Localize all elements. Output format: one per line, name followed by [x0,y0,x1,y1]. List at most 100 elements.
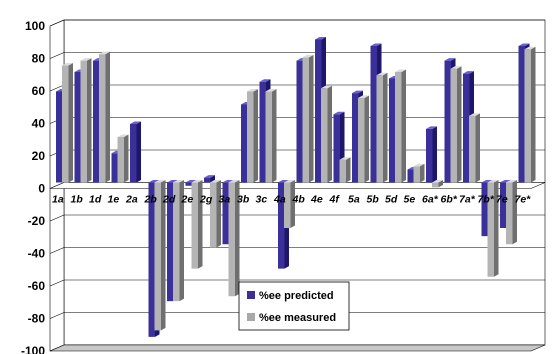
x-tick-label: 3a [219,194,231,206]
bar-measured-side [87,58,92,183]
bar-measured-front [432,182,439,188]
x-tick-label: 7e* [515,194,532,206]
bar-measured [173,180,184,302]
bar-predicted-front [444,60,451,183]
bar-measured-front [80,60,87,183]
bar-measured [80,58,92,183]
bar-predicted-front [130,124,137,183]
bar-predicted-top [204,175,215,178]
bar-predicted-top [426,126,437,129]
bar-measured-side [309,54,314,183]
y-tick-label: 20 [32,149,46,163]
bar-measured [228,180,240,297]
bar-predicted-top [352,90,363,94]
bar-measured-side [124,134,129,183]
bar-measured-top [395,69,406,72]
bar-measured-front [154,182,161,331]
bar-predicted-side [210,175,215,183]
bar-measured-side [457,66,462,183]
bar-measured-top [321,85,332,89]
bar-predicted-side [136,121,141,183]
bar-measured-front [117,137,124,183]
bar-predicted-top [278,180,289,183]
bar-predicted-front [74,72,81,183]
bar-measured-side [494,180,499,277]
bar-measured-top [191,180,203,183]
bar-predicted-top [463,71,474,74]
bar-predicted-front [426,128,433,183]
bar-measured-side [272,89,277,183]
bar-measured-front [358,98,365,183]
bar-measured [395,69,406,183]
bar-predicted-top [130,121,141,124]
bar-measured-front [376,75,383,183]
bar-measured [469,113,480,183]
bar-measured-side [420,163,425,183]
bar-measured-top [358,95,369,98]
bar-measured [154,180,166,331]
bar-measured-front [321,88,328,183]
bar-predicted-front [204,177,211,183]
bar-predicted-front [352,93,359,183]
bar-measured-side [383,72,388,183]
bar-measured-front [524,49,531,183]
bar-measured [358,95,369,183]
bar-measured [302,54,314,183]
bar-measured-front [339,159,346,183]
bar-predicted-side [432,126,437,183]
gridline-side [49,214,65,222]
bar-predicted-front [278,182,285,269]
bar-predicted-top [148,180,160,183]
legend-swatch-measured [247,313,255,321]
bar-measured-side [531,46,536,183]
bar-predicted-front [93,60,100,183]
bar-predicted-top [500,180,511,183]
bar-measured [117,134,129,183]
bar-predicted-front [500,182,507,228]
bar-measured [506,180,517,245]
bar-predicted-top [444,58,456,61]
bar-predicted-top [167,180,178,183]
bar-predicted-front [463,73,470,183]
gridline-side [49,84,65,92]
bar-measured [210,180,221,248]
bar-measured [265,89,277,183]
legend-label-measured: %ee measured [259,312,336,324]
zero-plane [49,182,546,189]
bar-measured-side [290,180,295,228]
bar-measured-side [216,180,221,248]
bar-measured-front [487,182,494,277]
y-tick-label: 80 [32,52,46,66]
bar-measured-top [247,89,258,92]
bar-measured-side [346,157,351,183]
y-tick-label: 0 [38,182,45,196]
x-tick-label: 2b [144,194,158,206]
legend-swatch-predicted [247,291,255,299]
x-tick-label: 4a [273,194,286,206]
bar-measured-side [198,180,203,269]
bar-measured [247,89,258,183]
y-tick-label: -40 [28,247,46,261]
bar-measured-front [284,182,291,228]
bar-predicted [204,175,215,183]
y-axis-ticks: 100 80 60 40 20 0 -20 -40 -60 -80 -100 [21,19,45,354]
y-tick-label: 60 [32,84,46,98]
bar-predicted-top [259,79,271,82]
bar-measured [321,85,332,183]
bar-measured [62,63,73,183]
legend-box [238,281,350,331]
bar-measured-front [302,57,309,183]
y-tick-label: -20 [28,214,46,228]
y-tick-label: -100 [21,344,45,354]
x-tick-label: 3b [237,194,250,206]
gridline-side [49,247,65,254]
bar-predicted-front [518,46,525,183]
bar-measured [339,157,351,183]
bar-predicted-front [167,182,174,302]
bar-measured-front [62,65,69,183]
bar-measured-side [364,95,369,183]
bar-predicted-front [241,104,248,183]
bar-predicted-front [259,81,266,183]
